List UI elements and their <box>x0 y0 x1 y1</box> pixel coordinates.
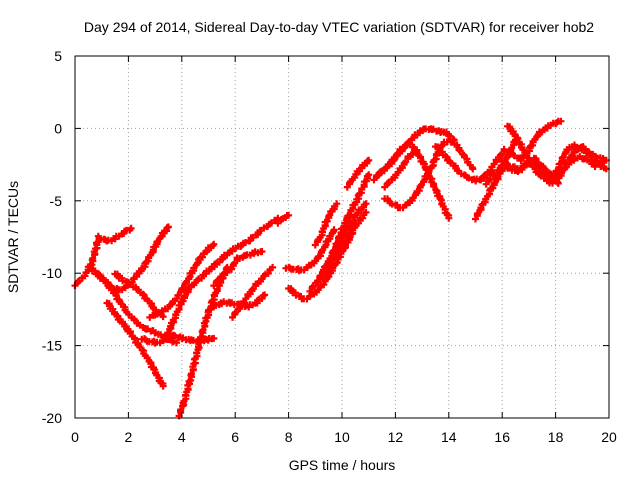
series-track-w <box>373 139 453 222</box>
series-track-n <box>282 226 338 275</box>
marker-path <box>285 229 357 303</box>
y-axis-label: SDTVAR / TECUs <box>5 181 21 293</box>
x-tick-label: 14 <box>441 429 457 445</box>
x-tick-label: 10 <box>334 429 350 445</box>
marker-path <box>162 214 282 343</box>
marker-path <box>373 139 453 222</box>
series-track-h <box>162 214 282 343</box>
y-tick-label: -10 <box>42 265 62 281</box>
series-track-i <box>175 263 231 420</box>
marker-path <box>210 248 266 290</box>
series-track-s <box>311 200 341 249</box>
series-track-r <box>322 171 373 281</box>
chart-title: Day 294 of 2014, Sidereal Day-to-day VTE… <box>84 19 594 35</box>
series-track-o <box>285 229 357 303</box>
y-tick-label: 0 <box>54 120 62 136</box>
series-track-g <box>146 240 218 321</box>
x-tick-label: 6 <box>231 429 239 445</box>
marker-path <box>530 143 610 187</box>
y-tick-label: 5 <box>54 48 62 64</box>
marker-path <box>311 200 341 249</box>
series-track-x <box>381 146 421 191</box>
x-tick-label: 2 <box>125 429 133 445</box>
x-tick-label: 0 <box>71 429 79 445</box>
x-tick-label: 16 <box>494 429 510 445</box>
marker-path <box>322 171 373 281</box>
marker-path <box>175 263 231 420</box>
series-track-c <box>92 223 172 294</box>
series-track-l <box>229 263 277 321</box>
marker-path <box>343 156 373 191</box>
marker-path <box>381 146 421 191</box>
series-track-m <box>274 211 293 227</box>
x-tick-label: 12 <box>388 429 404 445</box>
marker-path <box>92 223 172 294</box>
y-tick-label: -15 <box>42 338 62 354</box>
x-tick-label: 8 <box>285 429 293 445</box>
series-track-d <box>103 299 167 390</box>
x-tick-label: 18 <box>548 429 564 445</box>
series-track-t <box>343 156 373 191</box>
x-tick-label: 20 <box>601 429 617 445</box>
x-axis-label: GPS time / hours <box>289 457 396 473</box>
x-tick-label: 4 <box>178 429 186 445</box>
data-points <box>71 117 610 420</box>
axis-ticks: 0 2 4 6 8 10 12 14 16 18 20 5 0 -5 -10 -15 -20 <box>42 48 617 445</box>
marker-path <box>103 299 167 390</box>
series-track-ae <box>530 143 610 187</box>
marker-path <box>146 240 218 321</box>
marker-path <box>274 211 293 227</box>
y-tick-label: -20 <box>42 410 62 426</box>
series-track-j <box>210 248 266 290</box>
marker-path <box>282 226 338 275</box>
y-tick-label: -5 <box>50 193 63 209</box>
marker-path <box>229 263 277 321</box>
